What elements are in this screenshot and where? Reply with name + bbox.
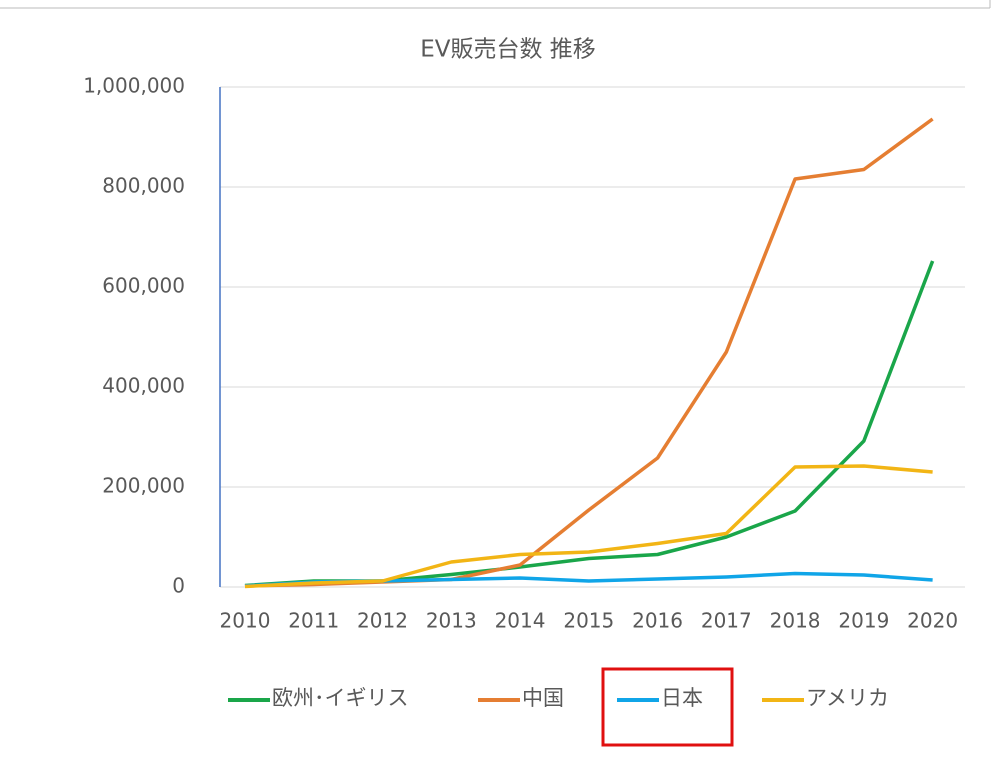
x-tick-label: 2011 (288, 609, 339, 633)
y-tick-label: 800,000 (102, 174, 185, 198)
x-tick-label: 2020 (907, 609, 958, 633)
x-tick-label: 2010 (220, 609, 271, 633)
y-tick-label: 200,000 (102, 474, 185, 498)
y-tick-label: 1,000,000 (83, 74, 185, 98)
legend-label: アメリカ (806, 686, 889, 710)
series-line (244, 464, 933, 589)
x-tick-label: 2014 (495, 609, 546, 633)
highlight-box (601, 667, 734, 747)
legend-label: 日本 (661, 686, 703, 710)
series-line (244, 260, 935, 588)
legend-label: 中国 (522, 686, 564, 710)
legend-label: 欧州･イギリス (272, 686, 409, 710)
x-tick-label: 2018 (770, 609, 821, 633)
series-line (244, 117, 934, 588)
chart-title: EV販売台数 推移 (420, 37, 596, 63)
x-tick-label: 2013 (426, 609, 477, 633)
x-tick-label: 2015 (563, 609, 614, 633)
y-tick-label: 0 (172, 574, 185, 598)
x-tick-label: 2012 (357, 609, 408, 633)
x-tick-label: 2019 (838, 609, 889, 633)
x-tick-label: 2017 (701, 609, 752, 633)
x-tick-label: 2016 (632, 609, 683, 633)
y-tick-label: 400,000 (102, 374, 185, 398)
y-tick-label: 600,000 (102, 274, 185, 298)
